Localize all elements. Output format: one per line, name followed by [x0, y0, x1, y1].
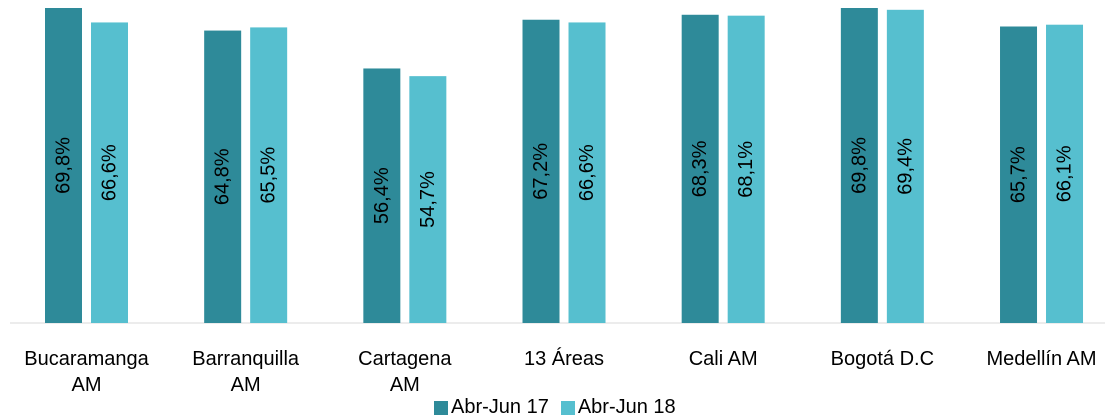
bar-2-2	[250, 27, 288, 323]
data-label-1-1: 69,8%	[53, 137, 75, 194]
category-label-2-line-1: Barranquilla	[192, 348, 300, 370]
data-label-2-3: 54,7%	[417, 171, 439, 228]
category-label-2-line-2: AM	[231, 374, 261, 395]
legend-item-series-1: Abr-Jun 17	[434, 396, 549, 419]
data-label-2-1: 66,6%	[99, 144, 121, 201]
data-label-2-7: 66,1%	[1054, 145, 1076, 202]
bar-1-7	[1000, 26, 1038, 323]
legend-swatch-series-1	[434, 400, 448, 415]
category-label-5: Cali AM	[689, 348, 758, 370]
bar-1-2	[204, 30, 242, 323]
category-label-1-line-1: Bucaramanga	[24, 348, 149, 370]
category-label-1-line-2: AM	[72, 374, 102, 395]
bar-1-1	[45, 8, 82, 323]
bar-labels-group: 69,8% 66,6% 64,8% 65,5% 56,4% 54,7% 67,2% 66,6%…	[53, 137, 1076, 228]
category-labels-group: Bucaramanga AM Barranquilla AM Cartagena AM 13…	[24, 347, 1096, 395]
data-label-1-3: 56,4%	[371, 167, 393, 224]
legend-item-series-2: Abr-Jun 18	[560, 396, 676, 419]
category-label-3-line-2: AM	[390, 374, 420, 395]
bar-1-3	[363, 68, 401, 323]
bar-2-1	[91, 22, 128, 324]
data-label-2-6: 69,4%	[894, 138, 916, 195]
data-label-1-6: 69,8%	[848, 137, 870, 194]
category-label-6: Bogotá D.C	[831, 348, 934, 370]
bar-1-6	[840, 8, 878, 323]
bar-2-5	[727, 15, 765, 324]
bar-2-4	[568, 22, 606, 324]
data-label-1-5: 68,3%	[689, 140, 711, 197]
data-label-2-5: 68,1%	[735, 141, 757, 198]
bar-1-4	[522, 19, 560, 324]
data-label-2-2: 65,5%	[258, 147, 280, 204]
legend-swatch-series-2	[560, 400, 575, 415]
bar-1-5	[681, 14, 719, 323]
bar-2-7	[1046, 24, 1084, 324]
bar-2-6	[886, 9, 924, 324]
data-label-1-2: 64,8%	[212, 148, 234, 205]
legend: Abr-Jun 17 Abr-Jun 18	[434, 395, 676, 420]
category-label-3-line-1: Cartagena	[358, 348, 452, 370]
category-label-7: Medellín AM	[986, 348, 1096, 370]
legend-label-series-2: Abr-Jun 18	[577, 396, 676, 418]
bar-chart: 69,8% 66,6% 64,8% 65,5% 56,4% 54,7% 67,2% 66,6%…	[10, 8, 1105, 395]
bars-group	[45, 8, 1084, 324]
data-label-1-4: 67,2%	[530, 143, 552, 200]
data-label-1-7: 65,7%	[1008, 146, 1030, 203]
legend-label-series-1: Abr-Jun 17	[451, 396, 549, 418]
category-label-4: 13 Áreas	[524, 347, 604, 370]
bar-2-3	[409, 76, 447, 323]
data-label-2-4: 66,6%	[576, 144, 598, 201]
